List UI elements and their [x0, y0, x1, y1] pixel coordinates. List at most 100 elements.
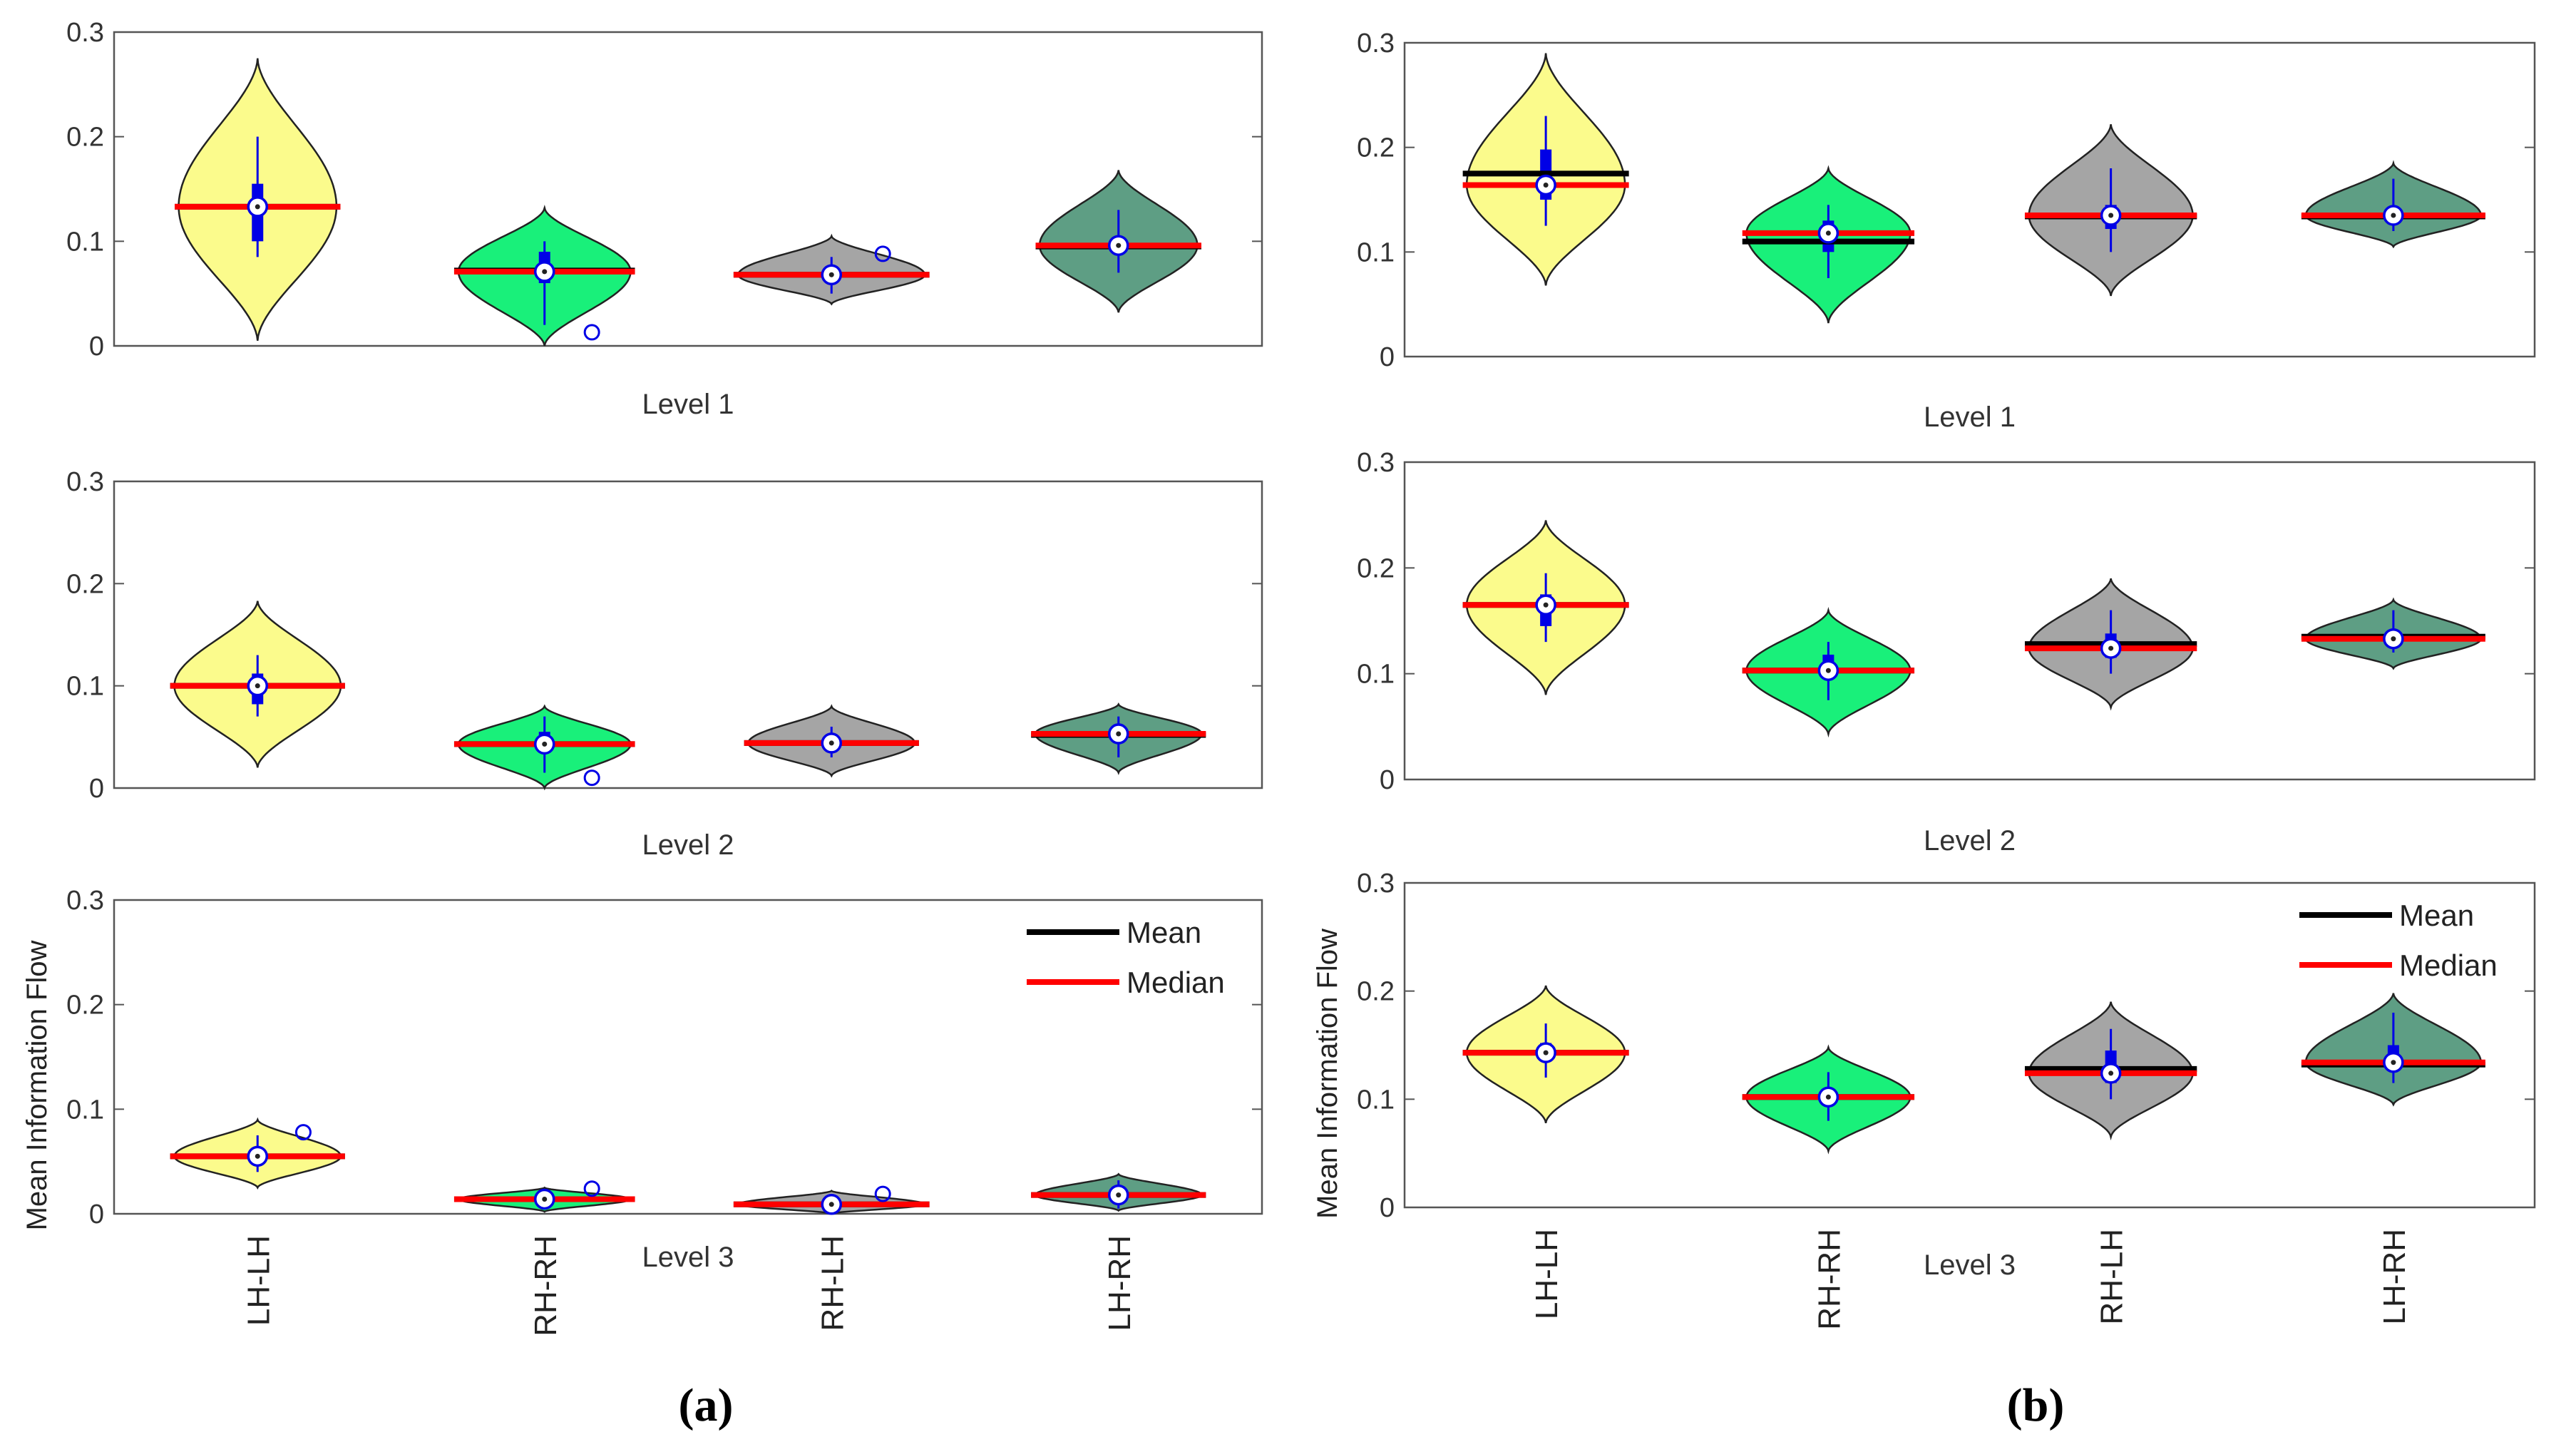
level-label: Level 3 [642, 1242, 734, 1273]
violin-lh-lh [1462, 53, 1629, 286]
median-marker-dot [2108, 1070, 2114, 1076]
violin-lh-lh [170, 600, 345, 768]
legend-mean-label: Mean [2399, 899, 2474, 932]
y-tick-label: 0.3 [66, 467, 104, 497]
median-marker-dot [1825, 230, 1831, 236]
y-tick-label: 0.1 [66, 1095, 104, 1125]
y-tick-label: 0.1 [1357, 1085, 1395, 1115]
median-marker-dot [2108, 645, 2114, 651]
y-tick-label: 0 [89, 774, 104, 804]
violin-rh-rh [453, 205, 635, 347]
violin-lh-rh [2301, 597, 2485, 670]
violin-lh-rh [1035, 170, 1201, 313]
plot-frame [1403, 461, 2536, 781]
y-tick-label: 0 [1380, 1193, 1395, 1223]
plot-frame [113, 899, 1263, 1215]
chart-2: 0 0.1 0.2 0.3 Level 2 [66, 467, 1263, 861]
category-label-rh-lh: RH-LH [815, 1235, 850, 1331]
violin-rh-lh [733, 1185, 930, 1215]
level-label: Level 2 [642, 829, 734, 861]
violin-rh-lh [2024, 578, 2197, 711]
median-marker-dot [542, 269, 548, 275]
legend: Mean Median [1027, 916, 1225, 999]
violin-rh-lh [2024, 1001, 2197, 1141]
median-marker-dot [1543, 182, 1549, 188]
violin-rh-rh [453, 1180, 635, 1213]
median-marker-dot [1543, 602, 1549, 608]
violin-rh-rh [1742, 165, 1915, 324]
outlier-point [583, 324, 600, 341]
legend-mean-label: Mean [1127, 916, 1201, 949]
violin-lh-rh [1031, 1172, 1206, 1212]
violin-rh-lh [2024, 124, 2197, 297]
chart-5: 0 0.1 0.2 0.3 Level 2 [1357, 448, 2536, 857]
y-tick-label: 0.2 [1357, 133, 1395, 163]
category-label-rh-rh: RH-RH [528, 1235, 563, 1336]
median-marker-dot [828, 272, 834, 277]
y-tick-label: 0.3 [1357, 448, 1395, 478]
level-label: Level 3 [1924, 1249, 2016, 1281]
level-label: Level 1 [642, 389, 734, 420]
plot-frame [1403, 41, 2536, 358]
outlier-point [294, 1124, 312, 1141]
y-tick-label: 0 [89, 1200, 104, 1229]
median-marker-dot [255, 683, 260, 689]
violin-lh-lh [1462, 520, 1629, 695]
y-tick-label: 0.1 [1357, 237, 1395, 267]
violin-rh-rh [453, 704, 635, 791]
category-label-lh-rh: LH-RH [1102, 1235, 1137, 1331]
chart-1: 0 0.1 0.2 0.3 Level 1 [66, 18, 1263, 420]
y-tick-label: 0.2 [66, 991, 104, 1021]
level-label: Level 2 [1924, 825, 2016, 857]
y-tick-label: 0.2 [66, 569, 104, 599]
category-label-lh-rh: LH-RH [2377, 1229, 2412, 1324]
y-tick-label: 0.3 [66, 18, 104, 48]
y-tick-label: 0.1 [66, 672, 104, 702]
plot-frame [113, 480, 1263, 789]
violin-rh-rh [1742, 1044, 1915, 1155]
median-marker-dot [542, 741, 548, 747]
y-tick-label: 0 [1380, 765, 1395, 795]
outlier-point [583, 1180, 600, 1197]
plot-frame [113, 31, 1263, 347]
category-label-rh-lh: RH-LH [2095, 1229, 2130, 1324]
outlier-point [874, 245, 891, 262]
violin-lh-lh [170, 1117, 345, 1190]
category-label-lh-lh: LH-LH [1529, 1229, 1564, 1319]
y-tick-label: 0.2 [1357, 553, 1395, 583]
median-marker-dot [2108, 213, 2114, 218]
y-tick-label: 0.2 [1357, 977, 1395, 1007]
chart-6: 0 0.1 0.2 0.3 LH-LH RH-RH RH-LH LH-RH Level 3 Mea… [1312, 869, 2536, 1330]
chart-3: 0 0.1 0.2 0.3 LH-LH RH-RH RH-LH LH-RH Level 3 Mea… [21, 886, 1263, 1336]
violin-lh-rh [1031, 702, 1206, 775]
median-marker-dot [1825, 668, 1831, 673]
median-marker-dot [255, 1153, 260, 1159]
violin-lh-rh [2301, 993, 2485, 1107]
legend-median-label: Median [2399, 949, 2498, 982]
violin-rh-lh [733, 233, 930, 306]
y-tick-label: 0.1 [66, 227, 104, 257]
violin-lh-lh [1462, 985, 1629, 1123]
median-marker-dot [1116, 731, 1122, 737]
median-marker-dot [1116, 1192, 1122, 1198]
y-tick-label: 0 [1380, 342, 1395, 372]
y-tick-label: 0.3 [66, 886, 104, 916]
median-marker-dot [1543, 1050, 1549, 1055]
median-marker-dot [1825, 1094, 1831, 1100]
level-label: Level 1 [1924, 402, 2016, 433]
y-tick-label: 0.1 [1357, 660, 1395, 690]
violin-rh-lh [744, 704, 919, 778]
plot-frame [1403, 881, 2536, 1209]
y-axis-label: Mean Information Flow [21, 940, 53, 1230]
y-tick-label: 0.3 [1357, 29, 1395, 58]
y-axis-label: Mean Information Flow [1312, 929, 1343, 1219]
chart-4: 0 0.1 0.2 0.3 Level 1 [1357, 29, 2536, 433]
y-tick-label: 0.3 [1357, 869, 1395, 899]
panel-label-a: (a) [679, 1379, 734, 1431]
median-marker-dot [828, 1202, 834, 1207]
outlier-point [583, 770, 600, 787]
median-marker-dot [2391, 213, 2396, 218]
legend: Mean Median [2299, 899, 2498, 982]
median-marker-dot [2391, 636, 2396, 642]
